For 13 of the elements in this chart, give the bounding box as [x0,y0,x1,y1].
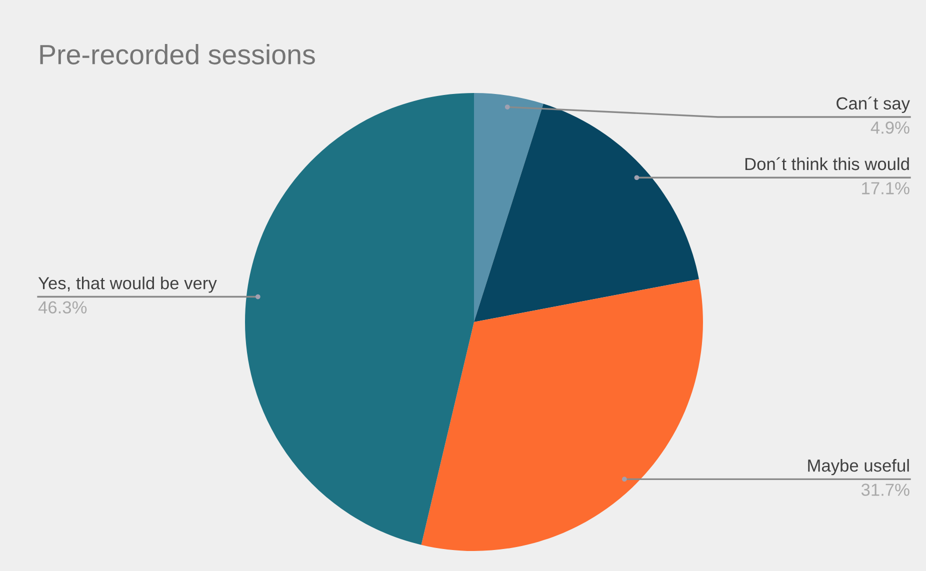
pie-slice [474,104,699,322]
pie-slice [421,279,703,551]
slice-label: Can´t say [836,96,910,113]
pie-slice [245,93,474,545]
data-label: 46.3% [38,301,87,314]
slice-label: Maybe useful [808,458,909,476]
data-label: 17.1% [862,182,910,194]
data-label: 4.9% [870,121,910,134]
slice-label: Yes, that would be very [38,276,217,293]
chart-title: Pre-recorded sessions [40,44,315,64]
pie-slice [474,93,544,322]
slice-label: Don´t think this would [745,157,909,170]
data-label: 31.7% [861,484,910,496]
